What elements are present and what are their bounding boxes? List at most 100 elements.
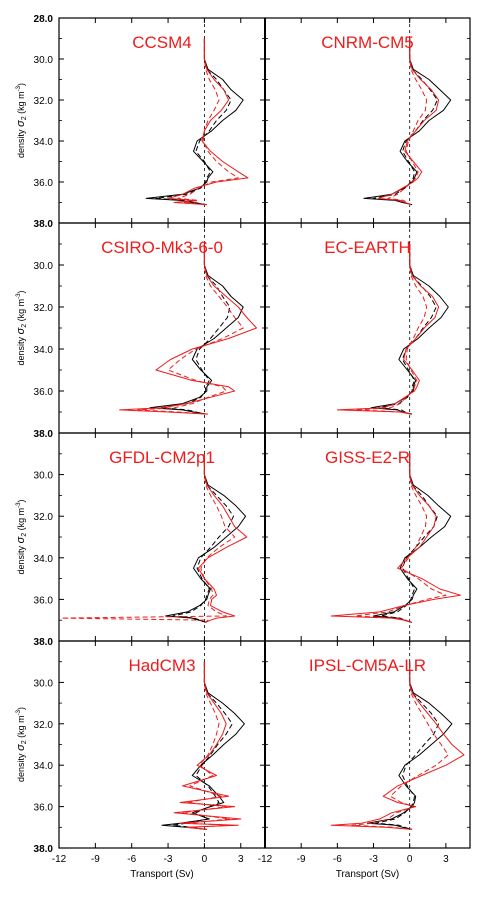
x-tick-label: 0 — [407, 854, 413, 865]
series-line-black-solid — [149, 244, 244, 415]
y-tick-label: 30.0 — [34, 678, 54, 689]
series-line-black-solid — [370, 244, 449, 415]
y-axis-label: density σ2 (kg m-3) — [15, 291, 28, 366]
y-axis-label-part: -3 — [16, 293, 22, 299]
y-axis-label-part: ) — [16, 500, 26, 503]
series-line-red-dashed — [351, 661, 449, 830]
x-tick-label: 3 — [238, 854, 244, 865]
panel-title: CSIRO-Mk3-6-0 — [101, 238, 223, 257]
x-tick-label: -9 — [297, 854, 306, 865]
y-tick-label: 32.0 — [34, 720, 54, 731]
series-line-red-solid — [119, 244, 257, 415]
y-tick-label: 36.0 — [34, 595, 54, 606]
series-line-red-dashed — [60, 453, 236, 623]
x-axis-label: Transport (Sv) — [130, 869, 194, 880]
y-tick-label: 30.0 — [34, 261, 54, 272]
y-axis-label-part: ) — [16, 83, 26, 86]
y-tick-label: 28.0 — [34, 14, 54, 25]
y-axis-label-part: density — [16, 336, 26, 365]
y-axis-label-part: σ — [15, 744, 27, 751]
y-axis-label: density σ2 (kg m-3) — [15, 83, 28, 158]
y-axis-label: density σ2 (kg m-3) — [15, 500, 28, 575]
series-line-red-dashed — [354, 453, 447, 623]
panel-title: HadCM3 — [128, 656, 195, 675]
y-axis-label-part: (kg m — [16, 299, 26, 322]
series-line-black-dashed — [155, 38, 232, 206]
panel-title: GFDL-CM2p1 — [109, 448, 215, 467]
series-line-red-dashed — [182, 661, 231, 830]
y-axis-label-part: -3 — [16, 709, 22, 715]
panel-title: CNRM-CM5 — [321, 33, 414, 52]
panel-4: EC-EARTH — [264, 222, 471, 434]
y-axis-label-part: 2 — [21, 116, 28, 120]
series-line-red-solid — [167, 38, 249, 206]
y-axis-label-part: -3 — [16, 85, 22, 91]
y-tick-label: 34.0 — [34, 137, 54, 148]
x-tick-label: -3 — [369, 854, 378, 865]
y-axis-label-part: 2 — [21, 740, 28, 744]
series-line-red-solid — [377, 38, 440, 206]
series-line-black-solid — [373, 453, 452, 623]
y-tick-label: 32.0 — [34, 512, 54, 523]
x-tick-label: -9 — [91, 854, 100, 865]
y-axis-label-part: ) — [16, 291, 26, 294]
x-tick-label: -3 — [164, 854, 173, 865]
x-axis-label: Transport (Sv) — [336, 869, 400, 880]
series-line-red-dashed — [137, 244, 244, 415]
y-tick-label: 32.0 — [34, 303, 54, 314]
y-axis-label-part: σ — [15, 536, 27, 543]
panel-title: CCSM4 — [132, 33, 192, 52]
y-axis-label-part: -3 — [16, 502, 22, 508]
series-line-black-dashed — [375, 661, 440, 830]
series-line-red-solid — [330, 453, 461, 623]
x-tick-label: -6 — [333, 854, 342, 865]
panel-3: CSIRO-Mk3-6-0 30.0 32.0 34.0 36.0 38.0 density… — [15, 222, 266, 440]
y-axis-label-part: (kg m — [16, 91, 26, 114]
y-axis-label-part: ) — [16, 707, 26, 710]
x-tick-label: 0 — [202, 854, 208, 865]
y-tick-label: 38.0 — [34, 637, 54, 648]
series-line-black-dashed — [380, 453, 438, 623]
y-tick-label: 36.0 — [34, 387, 54, 398]
y-tick-label: 32.0 — [34, 96, 54, 107]
y-tick-label: 38.0 — [34, 219, 54, 230]
panel-title: GISS-E2-R — [325, 448, 410, 467]
series-line-black-solid — [145, 38, 244, 206]
series-line-red-solid — [336, 244, 440, 415]
panel-title: IPSL-CM5A-LR — [309, 656, 426, 675]
y-axis-label-part: 2 — [21, 533, 28, 537]
y-axis-label-part: σ — [15, 327, 27, 334]
y-tick-label: 34.0 — [34, 554, 54, 565]
x-tick-label: -6 — [127, 854, 136, 865]
y-tick-label: 38.0 — [34, 844, 54, 855]
y-axis-label-part: density — [16, 753, 26, 782]
panel-7: HadCM3 30.0 32.0 34.0 36.0 38.0 density σ2 (kg… — [15, 640, 266, 880]
series-line-black-solid — [161, 661, 245, 830]
x-tick-label: -12 — [52, 854, 67, 865]
panel-6: GISS-E2-R — [264, 432, 471, 642]
y-tick-label: 38.0 — [34, 429, 54, 440]
series-line-black-solid — [367, 661, 453, 830]
y-axis-label-part: (kg m — [16, 508, 26, 531]
series-line-red-solid — [197, 453, 248, 623]
y-axis-label-part: σ — [15, 120, 27, 127]
series-line-red-solid — [173, 661, 242, 830]
series-line-red-solid — [330, 661, 465, 830]
series-line-black-solid — [363, 38, 452, 206]
series-line-black-dashed — [160, 244, 231, 415]
panel-5: GFDL-CM2p1 30.0 32.0 34.0 36.0 38.0 density σ2… — [15, 432, 266, 648]
y-axis-label-part: (kg m — [16, 715, 26, 738]
x-tick-label: -12 — [258, 854, 273, 865]
y-axis-label-part: density — [16, 129, 26, 158]
x-tick-label: 3 — [443, 854, 449, 865]
panel-8: IPSL-CM5A-LR -12 -9 -6 -3 0 3 Transport (Sv) — [258, 640, 471, 880]
series-line-red-dashed — [354, 244, 428, 415]
y-axis-label-part: 2 — [21, 324, 28, 328]
series-line-black-dashed — [172, 453, 234, 623]
series-line-red-dashed — [387, 38, 428, 206]
y-axis-label: density σ2 (kg m-3) — [15, 707, 28, 782]
series-line-black-solid — [165, 453, 247, 623]
y-tick-label: 34.0 — [34, 345, 54, 356]
